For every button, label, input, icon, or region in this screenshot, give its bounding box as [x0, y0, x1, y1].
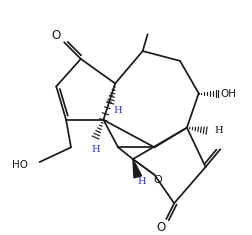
Text: H: H — [91, 145, 100, 154]
Text: O: O — [157, 221, 166, 234]
Text: H: H — [114, 106, 122, 115]
Polygon shape — [133, 159, 142, 178]
Text: H: H — [137, 177, 146, 186]
Text: O: O — [153, 175, 162, 185]
Text: H: H — [214, 126, 223, 135]
Text: O: O — [52, 29, 61, 42]
Text: HO: HO — [12, 160, 28, 170]
Text: OH: OH — [220, 89, 236, 99]
Polygon shape — [133, 159, 154, 175]
